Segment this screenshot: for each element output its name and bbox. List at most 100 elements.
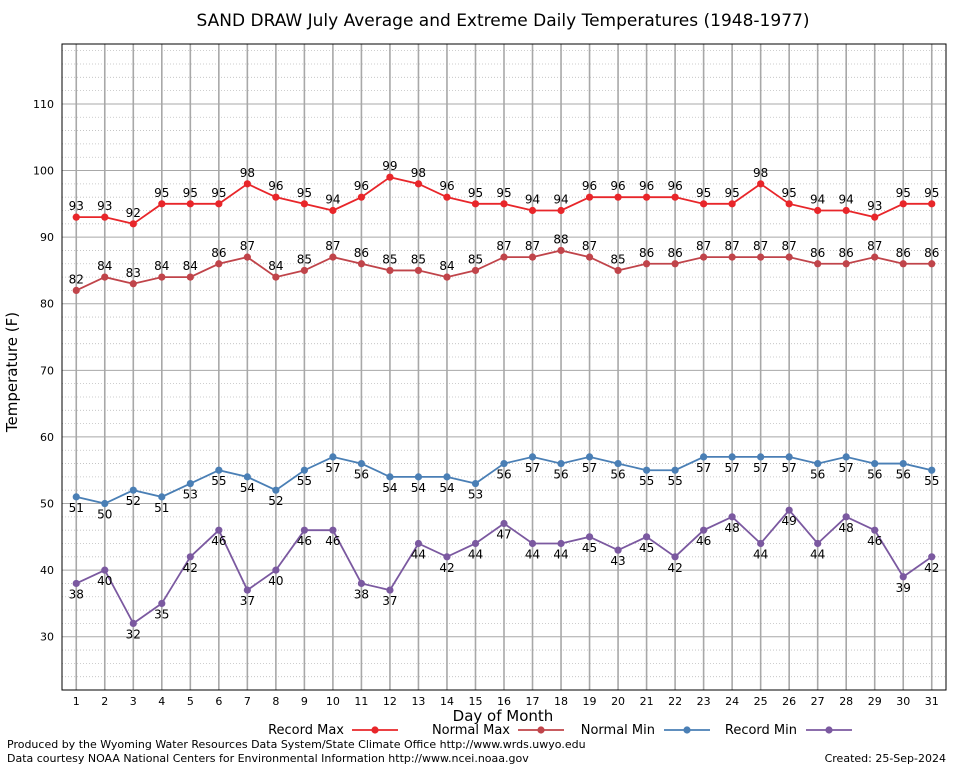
record-max-point (272, 193, 280, 201)
record-min-point (871, 526, 879, 534)
record-min-point (700, 526, 708, 534)
y-tick-label: 70 (40, 364, 54, 377)
normal-min-point (614, 459, 622, 468)
normal-max-data-label: 85 (468, 252, 483, 266)
normal-min-point (357, 459, 366, 468)
record-min-data-label: 45 (639, 541, 654, 555)
normal-min-point (899, 459, 907, 468)
record-max-point (842, 206, 850, 215)
record-max-point (785, 200, 793, 208)
record-max-data-label: 96 (354, 179, 369, 193)
normal-min-data-label: 50 (97, 508, 112, 522)
record-min-point (129, 619, 137, 628)
normal-min-data-label: 54 (439, 481, 454, 495)
record-min-point (928, 553, 936, 561)
x-tick-label: 12 (383, 695, 397, 708)
record-max-data-label: 95 (782, 186, 797, 200)
normal-min-point (757, 453, 765, 461)
normal-min-data-label: 53 (183, 488, 198, 502)
x-tick-label: 20 (611, 695, 625, 708)
record-max-data-label: 95 (924, 186, 939, 200)
record-min-data-label: 40 (97, 574, 112, 588)
x-axis-label: Day of Month (453, 707, 554, 725)
normal-min-data-label: 56 (867, 468, 882, 482)
plot-area (61, 43, 947, 691)
normal-max-point (557, 246, 565, 255)
normal-min-data-label: 57 (724, 461, 739, 475)
legend-marker-record-max (371, 726, 379, 734)
record-max-point (500, 200, 508, 208)
normal-max-point (329, 253, 337, 261)
normal-max-point (585, 253, 594, 261)
record-max-point (585, 193, 594, 201)
record-max-data-label: 93 (97, 199, 112, 213)
record-min-point (842, 513, 850, 521)
x-axis-ticks: 1 2 3 4 5 6 7 8 9 10 11 12 13 14 15 16 17 18 19 20 21 22 23 24 2… (73, 695, 939, 708)
record-max-point (671, 193, 679, 201)
normal-max-data-label: 84 (183, 259, 198, 273)
normal-min-data-label: 57 (696, 461, 711, 475)
record-max-data-label: 98 (240, 166, 255, 180)
y-tick-label: 30 (40, 631, 54, 644)
normal-min-data-label: 51 (69, 501, 84, 515)
record-max-data-label: 92 (126, 206, 141, 220)
legend-label-normal-max: Normal Max (432, 723, 510, 738)
normal-min-point (414, 473, 423, 481)
legend-marker-record-min (825, 726, 833, 734)
normal-max-point (728, 253, 736, 261)
record-min-point (186, 553, 194, 561)
record-min-data-label: 37 (382, 594, 397, 608)
record-min-point (757, 539, 765, 548)
record-max-data-label: 96 (439, 179, 454, 193)
record-min-data-label: 35 (154, 607, 169, 621)
normal-min-data-label: 55 (211, 474, 226, 488)
record-max-data-label: 96 (268, 179, 283, 193)
record-min-data-label: 39 (896, 581, 911, 595)
normal-max-data-label: 87 (696, 239, 711, 253)
normal-max-data-label: 86 (354, 246, 369, 260)
record-min-point (528, 539, 537, 548)
record-max-data-label: 95 (468, 186, 483, 200)
record-max-data-label: 95 (696, 186, 711, 200)
record-min-data-label: 44 (753, 547, 768, 561)
normal-max-data-label: 86 (896, 246, 911, 260)
normal-max-point (700, 253, 708, 261)
record-max-data-label: 99 (382, 159, 397, 173)
normal-max-data-label: 84 (268, 259, 283, 273)
record-max-point (757, 180, 765, 188)
normal-min-data-label: 56 (810, 468, 825, 482)
record-max-point (728, 200, 736, 208)
normal-min-data-label: 56 (553, 468, 568, 482)
normal-min-point (642, 466, 651, 474)
normal-max-point (357, 260, 366, 268)
y-axis-label: Temperature (F) (3, 312, 21, 433)
normal-min-point (842, 453, 850, 461)
normal-min-point (728, 453, 736, 461)
normal-min-data-label: 57 (839, 461, 854, 475)
y-tick-label: 110 (33, 98, 54, 111)
normal-max-data-label: 86 (924, 246, 939, 260)
normal-max-point (101, 273, 109, 281)
x-tick-label: 2 (101, 695, 108, 708)
normal-min-point (471, 479, 480, 488)
record-max-data-label: 93 (867, 199, 882, 213)
x-tick-label: 31 (925, 695, 939, 708)
record-min-data-label: 44 (810, 547, 825, 561)
record-max-data-label: 95 (183, 186, 198, 200)
normal-max-point (72, 286, 80, 295)
x-tick-label: 23 (697, 695, 711, 708)
normal-min-point (528, 453, 537, 461)
normal-max-point (471, 266, 480, 275)
normal-min-data-label: 56 (896, 468, 911, 482)
normal-max-data-label: 87 (525, 239, 540, 253)
record-min-point (329, 526, 337, 534)
normal-min-point (814, 459, 822, 468)
normal-min-point (158, 493, 166, 501)
legend-label-normal-min: Normal Min (581, 723, 655, 738)
record-max-data-label: 94 (810, 192, 825, 206)
record-max-data-label: 93 (69, 199, 84, 213)
record-max-data-label: 95 (724, 186, 739, 200)
normal-max-data-label: 88 (553, 232, 568, 246)
record-min-data-label: 48 (724, 521, 739, 535)
normal-min-point (671, 466, 679, 474)
